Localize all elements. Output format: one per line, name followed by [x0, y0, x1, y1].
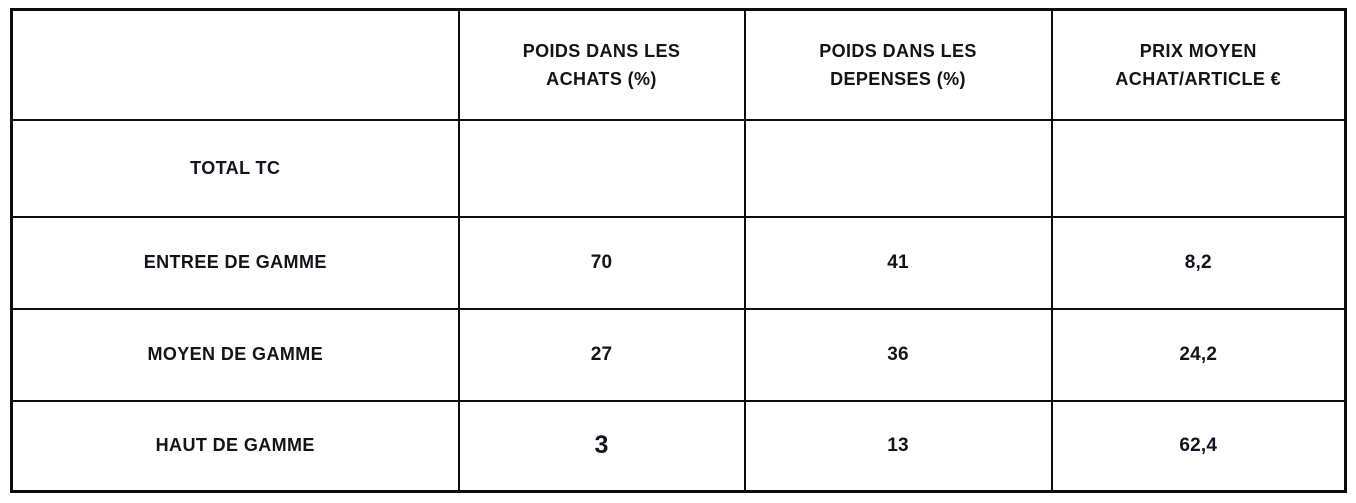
header-cell-empty — [10, 8, 460, 121]
cell-haut-prix: 62,4 — [1050, 399, 1347, 493]
header-line: DEPENSES (%) — [830, 68, 966, 89]
header-cell-poids-achats: POIDS DANS LES ACHATS (%) — [457, 8, 746, 121]
table-row-total-tc: TOTAL TC — [10, 118, 1347, 218]
table-row-entree-de-gamme: ENTREE DE GAMME 70 41 8,2 — [10, 215, 1347, 310]
header-line: ACHAT/ARTICLE € — [1115, 68, 1282, 89]
row-label-total-tc: TOTAL TC — [10, 118, 460, 218]
header-line: POIDS DANS LES — [522, 40, 681, 61]
header-row: POIDS DANS LES ACHATS (%) POIDS DANS LES… — [10, 8, 1347, 121]
cell-moyen-depenses: 36 — [743, 307, 1053, 402]
row-label-entree-de-gamme: ENTREE DE GAMME — [10, 215, 460, 310]
table-row-haut-de-gamme: HAUT DE GAMME 3 13 62,4 — [10, 399, 1347, 493]
header-cell-poids-depenses: POIDS DANS LES DEPENSES (%) — [743, 8, 1053, 121]
cell-entree-prix: 8,2 — [1050, 215, 1347, 310]
header-cell-prix-moyen: PRIX MOYEN ACHAT/ARTICLE € — [1050, 8, 1347, 121]
gamme-pricing-table: POIDS DANS LES ACHATS (%) POIDS DANS LES… — [10, 8, 1347, 493]
table-row-moyen-de-gamme: MOYEN DE GAMME 27 36 24,2 — [10, 307, 1347, 402]
cell-entree-depenses: 41 — [743, 215, 1053, 310]
pricing-table-container: POIDS DANS LES ACHATS (%) POIDS DANS LES… — [10, 8, 1347, 493]
cell-haut-achats: 3 — [457, 399, 746, 493]
header-line: PRIX MOYEN — [1139, 40, 1257, 61]
cell-total-prix — [1050, 118, 1347, 218]
row-label-haut-de-gamme: HAUT DE GAMME — [10, 399, 460, 493]
cell-moyen-prix: 24,2 — [1050, 307, 1347, 402]
cell-entree-achats: 70 — [457, 215, 746, 310]
cell-haut-depenses: 13 — [743, 399, 1053, 493]
row-label-moyen-de-gamme: MOYEN DE GAMME — [10, 307, 460, 402]
header-line: POIDS DANS LES — [819, 40, 977, 61]
header-line: ACHATS (%) — [546, 68, 657, 89]
cell-moyen-achats: 27 — [457, 307, 746, 402]
cell-total-depenses — [743, 118, 1053, 218]
cell-total-achats — [457, 118, 746, 218]
